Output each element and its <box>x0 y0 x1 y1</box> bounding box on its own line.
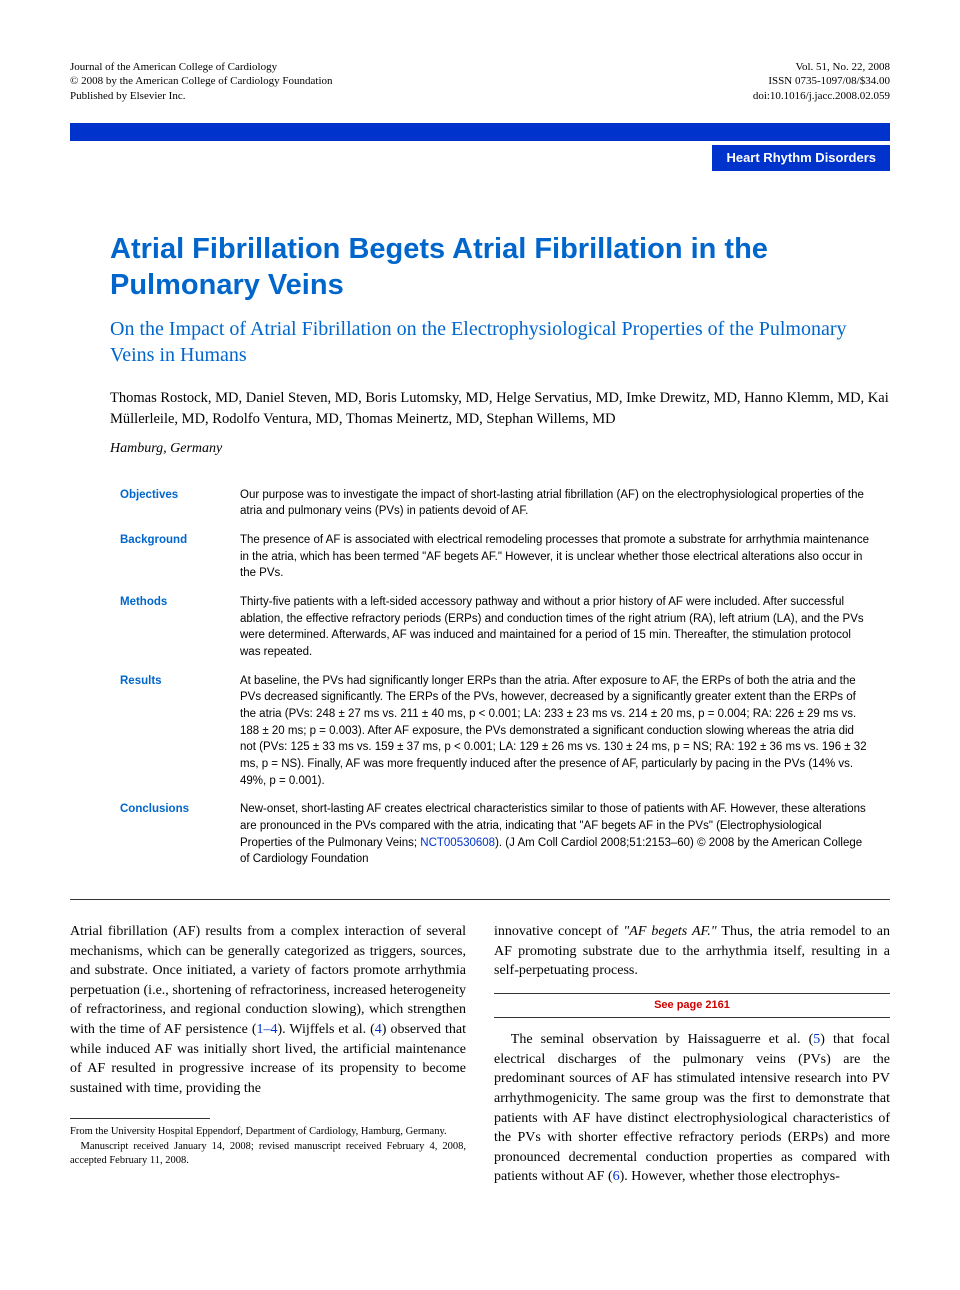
author-location: Hamburg, Germany <box>110 439 890 459</box>
doi-info: doi:10.1016/j.jacc.2008.02.059 <box>753 89 890 103</box>
structured-abstract: Objectives Our purpose was to investigat… <box>120 481 870 874</box>
concept-phrase: "AF begets AF." <box>623 924 716 939</box>
journal-name: Journal of the American College of Cardi… <box>70 60 333 74</box>
abstract-text: The presence of AF is associated with el… <box>240 526 870 588</box>
citation-link[interactable]: 4 <box>375 1022 382 1037</box>
header-right: Vol. 51, No. 22, 2008 ISSN 0735-1097/08/… <box>753 60 890 103</box>
journal-header: Journal of the American College of Cardi… <box>70 60 890 103</box>
header-blue-bar <box>70 123 890 141</box>
abstract-label: Background <box>120 526 240 588</box>
article-body: Atrial fibrillation (AF) results from a … <box>70 922 890 1187</box>
author-list: Thomas Rostock, MD, Daniel Steven, MD, B… <box>110 388 890 432</box>
body-paragraph: innovative concept of "AF begets AF." Th… <box>494 922 890 981</box>
section-divider <box>70 899 890 900</box>
abstract-text: Thirty-five patients with a left-sided a… <box>240 588 870 667</box>
header-left: Journal of the American College of Cardi… <box>70 60 333 103</box>
article-title: Atrial Fibrillation Begets Atrial Fibril… <box>110 231 890 304</box>
article-subtitle: On the Impact of Atrial Fibrillation on … <box>110 316 890 368</box>
abstract-row-methods: Methods Thirty-five patients with a left… <box>120 588 870 667</box>
abstract-label: Results <box>120 667 240 796</box>
citation-link[interactable]: 1–4 <box>256 1022 277 1037</box>
footnote-affiliation: From the University Hospital Eppendorf, … <box>70 1125 466 1139</box>
copyright-line: © 2008 by the American College of Cardio… <box>70 74 333 88</box>
abstract-label: Methods <box>120 588 240 667</box>
body-paragraph: The seminal observation by Haissaguerre … <box>494 1030 890 1187</box>
abstract-label: Objectives <box>120 481 240 526</box>
abstract-label: Conclusions <box>120 795 240 874</box>
footnotes: From the University Hospital Eppendorf, … <box>70 1125 466 1168</box>
citation-link[interactable]: 6 <box>613 1169 620 1184</box>
abstract-row-results: Results At baseline, the PVs had signifi… <box>120 667 870 796</box>
volume-info: Vol. 51, No. 22, 2008 <box>753 60 890 74</box>
abstract-row-conclusions: Conclusions New-onset, short-lasting AF … <box>120 795 870 874</box>
trial-link[interactable]: NCT00530608 <box>420 837 495 849</box>
abstract-text: At baseline, the PVs had significantly l… <box>240 667 870 796</box>
issn-info: ISSN 0735-1097/08/$34.00 <box>753 74 890 88</box>
category-badge: Heart Rhythm Disorders <box>712 145 890 171</box>
abstract-text: Our purpose was to investigate the impac… <box>240 481 870 526</box>
abstract-row-background: Background The presence of AF is associa… <box>120 526 870 588</box>
footnote-separator <box>70 1118 210 1119</box>
title-block: Atrial Fibrillation Begets Atrial Fibril… <box>110 231 890 459</box>
publisher-line: Published by Elsevier Inc. <box>70 89 333 103</box>
footnote-manuscript: Manuscript received January 14, 2008; re… <box>70 1140 466 1168</box>
abstract-row-objectives: Objectives Our purpose was to investigat… <box>120 481 870 526</box>
abstract-text: New-onset, short-lasting AF creates elec… <box>240 795 870 874</box>
see-page-callout: See page 2161 <box>494 993 890 1018</box>
body-paragraph: Atrial fibrillation (AF) results from a … <box>70 922 466 1098</box>
